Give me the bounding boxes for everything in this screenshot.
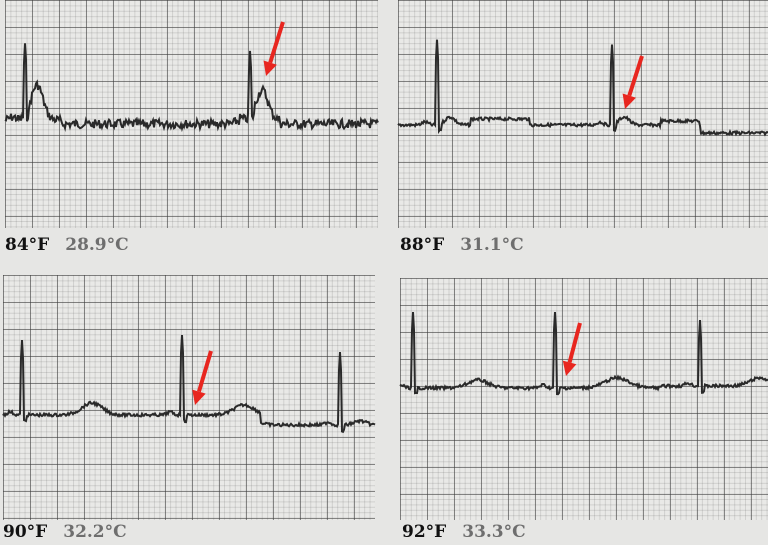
ecg-strip-92f	[400, 278, 768, 520]
celsius-label: 32.2°C	[63, 522, 127, 542]
temperature-label: 90°F 32.2°C	[3, 522, 127, 542]
ecg-trace-88f	[397, 39, 768, 137]
red-arrow-icon	[263, 21, 285, 76]
temperature-label: 92°F 33.3°C	[402, 522, 526, 542]
fahrenheit-label: 84°F	[5, 235, 50, 255]
ecg-trace-92f	[399, 311, 768, 396]
celsius-label: 31.1°C	[460, 235, 524, 255]
fahrenheit-label: 88°F	[400, 235, 445, 255]
ecg-strip-84f	[5, 0, 378, 228]
temperature-label: 88°F 31.1°C	[400, 235, 524, 255]
ecg-strip-88f	[398, 0, 768, 228]
celsius-label: 33.3°C	[462, 522, 526, 542]
red-arrow-icon	[562, 322, 582, 376]
fahrenheit-label: 90°F	[3, 522, 48, 542]
temperature-label: 84°F 28.9°C	[5, 235, 129, 255]
fahrenheit-label: 92°F	[402, 522, 447, 542]
celsius-label: 28.9°C	[65, 235, 129, 255]
ecg-trace-90f	[2, 334, 376, 434]
ecg-strip-90f	[3, 275, 375, 520]
ecg-trace-84f	[4, 43, 379, 133]
red-arrow-icon	[622, 55, 644, 109]
red-arrow-icon	[192, 350, 213, 405]
